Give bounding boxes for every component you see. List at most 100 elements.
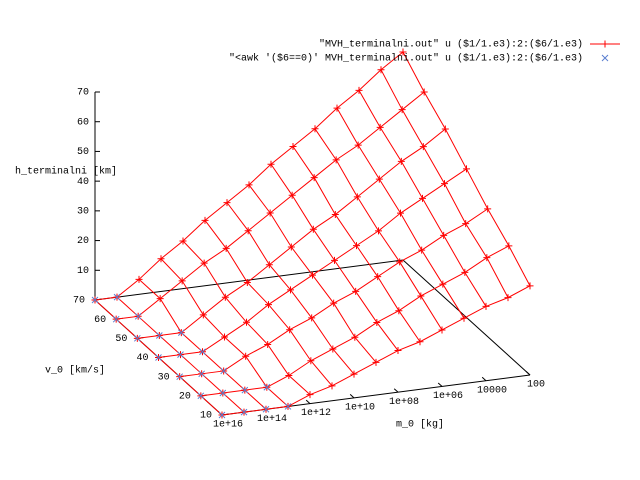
zero-point <box>240 408 248 416</box>
point <box>372 358 380 366</box>
point <box>397 209 404 217</box>
zero-point <box>177 351 184 358</box>
point <box>288 191 296 199</box>
zero-point <box>220 367 228 375</box>
point <box>463 165 470 173</box>
z-tick-label: 50 <box>77 147 89 158</box>
point <box>329 345 337 353</box>
point <box>331 211 339 219</box>
point <box>201 216 209 224</box>
point <box>223 199 231 207</box>
point <box>355 86 363 94</box>
zero-point <box>91 296 99 304</box>
point <box>375 175 383 183</box>
point <box>353 193 361 201</box>
point <box>309 225 317 233</box>
point <box>332 156 340 164</box>
y-axis-label: v_0 [km/s] <box>45 365 105 377</box>
point <box>266 209 274 217</box>
z-tick-label: 60 <box>77 117 89 128</box>
point <box>439 280 447 288</box>
x-axis-label: m_0 [kg] <box>396 419 444 431</box>
point <box>199 311 207 319</box>
point <box>267 160 275 168</box>
point <box>331 256 338 264</box>
y-tick-label: 30 <box>158 372 170 383</box>
legend-marker <box>601 40 609 48</box>
x-tick-label: 1e+16 <box>213 420 243 431</box>
x-tick <box>393 388 399 393</box>
zero-point <box>199 348 206 356</box>
point <box>376 123 384 131</box>
point <box>287 243 295 251</box>
point <box>309 271 316 279</box>
point <box>438 326 446 334</box>
point <box>419 143 427 151</box>
point <box>482 302 490 310</box>
x-tick-label: 10000 <box>477 385 507 396</box>
point <box>373 318 381 326</box>
zero-point <box>155 354 162 361</box>
y-tick-label: 50 <box>115 334 127 345</box>
point <box>505 242 513 250</box>
point <box>308 314 316 322</box>
point <box>200 259 208 267</box>
point <box>306 391 314 399</box>
point <box>287 286 294 294</box>
point <box>419 194 426 202</box>
x-tick-label: 100 <box>527 380 545 391</box>
z-axis-label: h_terminalni [km] <box>15 166 117 178</box>
point <box>243 318 250 326</box>
mesh-line <box>94 51 404 301</box>
point <box>350 370 358 378</box>
zero-point <box>177 329 185 336</box>
point <box>311 125 319 133</box>
point <box>328 382 336 390</box>
zero-point <box>218 411 226 419</box>
point <box>352 287 360 295</box>
point <box>307 357 315 365</box>
point <box>244 227 252 235</box>
point <box>394 347 402 355</box>
x-tick-label: 1e+14 <box>257 414 287 425</box>
y-tick-label: 60 <box>94 315 106 326</box>
point <box>462 220 470 228</box>
point <box>375 227 382 235</box>
x-tick-label: 1e+10 <box>345 402 375 413</box>
zero-point <box>113 293 121 301</box>
point <box>243 278 251 286</box>
base-edge <box>402 259 531 376</box>
point <box>441 125 449 133</box>
zero-point <box>198 370 206 378</box>
point <box>460 314 468 322</box>
point <box>264 340 272 348</box>
point <box>396 258 404 266</box>
point <box>484 205 492 213</box>
x-tick <box>481 376 487 382</box>
point <box>397 157 405 165</box>
zero-point <box>284 403 292 410</box>
point <box>441 180 448 188</box>
zero-point <box>197 392 205 400</box>
z-tick-label: 40 <box>77 177 89 188</box>
point <box>377 66 385 74</box>
point <box>156 295 164 303</box>
mesh-line <box>137 128 446 339</box>
z-tick-label: 30 <box>77 206 89 217</box>
point <box>353 242 360 250</box>
zero-point <box>219 389 227 397</box>
point <box>135 275 143 283</box>
point <box>395 307 403 315</box>
point <box>483 254 491 262</box>
zero-point <box>133 334 141 342</box>
x-tick <box>305 399 311 404</box>
point <box>286 326 294 334</box>
point <box>157 255 165 263</box>
y-tick-label: 40 <box>136 353 148 364</box>
point <box>354 141 362 149</box>
point <box>420 88 428 96</box>
mesh-line <box>179 208 488 378</box>
point <box>504 294 512 302</box>
point <box>399 48 407 56</box>
y-tick-label: 20 <box>179 391 191 402</box>
